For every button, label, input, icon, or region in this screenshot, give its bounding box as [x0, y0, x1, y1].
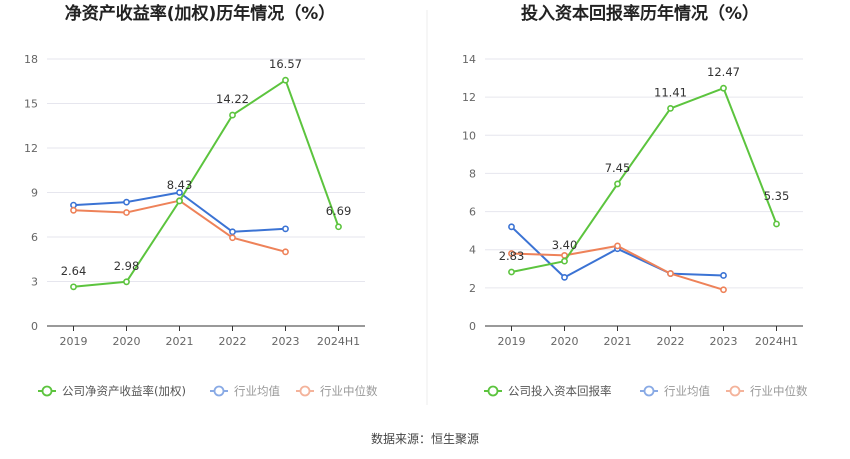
legend-label: 行业均值	[234, 384, 280, 398]
data-point	[70, 283, 77, 291]
x-tick-label: 2023	[710, 335, 738, 348]
data-point	[282, 225, 289, 233]
data-point	[123, 209, 130, 216]
data-point	[720, 84, 727, 92]
data-label: 2.83	[499, 249, 525, 263]
y-tick-label: 12	[24, 142, 38, 155]
data-label: 12.47	[707, 65, 740, 79]
y-tick-label: 15	[24, 98, 38, 111]
data-point	[282, 76, 289, 84]
data-point	[229, 111, 236, 119]
data-point	[282, 248, 289, 256]
x-tick-label: 2022	[657, 335, 685, 348]
x-tick-label: 2024H1	[317, 335, 360, 348]
legend-label: 公司净资产收益率(加权)	[62, 384, 186, 398]
legend-marker-icon	[299, 385, 311, 397]
y-tick-label: 14	[462, 53, 476, 66]
y-tick-label: 6	[31, 231, 38, 244]
y-tick-label: 6	[469, 206, 476, 219]
legend-marker-icon	[487, 385, 499, 397]
chart-title: 投入资本回报率历年情况（%）	[521, 3, 759, 24]
data-point	[720, 272, 727, 279]
x-tick-label: 2021	[166, 335, 194, 348]
data-point	[614, 242, 621, 250]
y-tick-label: 8	[469, 167, 476, 180]
legend-label: 行业中位数	[750, 384, 808, 398]
data-source-label: 数据来源：恒生聚源	[371, 431, 479, 446]
data-label: 8.43	[167, 178, 193, 192]
legend-label: 行业中位数	[320, 384, 378, 398]
x-tick-label: 2021	[604, 335, 632, 348]
legend-item[interactable]: 公司净资产收益率(加权)	[38, 384, 186, 398]
data-label: 14.22	[216, 92, 249, 106]
series-line	[511, 87, 778, 273]
data-point	[561, 273, 568, 281]
data-point	[508, 250, 515, 257]
legend-item[interactable]: 行业中位数	[726, 384, 808, 398]
data-label: 2.98	[114, 259, 140, 273]
legend-marker-icon	[41, 385, 53, 397]
data-point	[123, 198, 130, 206]
legend-item[interactable]: 行业中位数	[296, 384, 378, 398]
y-tick-label: 9	[31, 187, 38, 200]
y-tick-label: 2	[469, 282, 476, 295]
y-tick-label: 12	[462, 91, 476, 104]
data-point	[614, 180, 621, 188]
data-label: 16.57	[269, 57, 302, 71]
y-tick-label: 4	[469, 244, 476, 257]
x-tick-label: 2024H1	[755, 335, 798, 348]
data-point	[229, 228, 236, 236]
y-tick-label: 10	[462, 129, 476, 142]
data-label: 2.64	[61, 264, 87, 278]
legend-marker-icon	[213, 385, 225, 397]
data-point	[123, 278, 130, 286]
data-label: 5.35	[764, 189, 790, 203]
data-point	[176, 189, 183, 196]
legend-label: 行业均值	[664, 384, 710, 398]
data-point	[561, 257, 568, 265]
legend-item[interactable]: 行业均值	[210, 384, 280, 398]
legend-marker-icon	[643, 385, 655, 397]
x-tick-label: 2019	[498, 335, 526, 348]
data-point	[773, 220, 780, 228]
series-line	[73, 199, 286, 253]
data-point	[229, 234, 236, 242]
data-point	[508, 268, 515, 276]
data-point	[335, 223, 342, 231]
data-label: 3.40	[552, 238, 578, 252]
y-tick-label: 0	[469, 320, 476, 333]
legend-marker-icon	[729, 385, 741, 397]
x-tick-label: 2020	[551, 335, 579, 348]
x-tick-label: 2020	[113, 335, 141, 348]
legend-label: 公司投入资本回报率	[508, 384, 612, 398]
data-point	[667, 104, 674, 112]
legend-item[interactable]: 公司投入资本回报率	[484, 384, 612, 398]
data-label: 11.41	[654, 85, 687, 99]
data-point	[508, 223, 515, 231]
y-tick-label: 0	[31, 320, 38, 333]
roe-chart: 净资产收益率(加权)历年情况（%） 0 3 6 9 12 15 18 2019 2020 2021 2…	[24, 3, 378, 398]
chart-title: 净资产收益率(加权)历年情况（%）	[65, 3, 336, 24]
data-point	[667, 270, 674, 277]
data-label: 7.45	[605, 161, 631, 175]
data-point	[70, 206, 77, 214]
series-line	[73, 79, 340, 288]
data-point	[720, 286, 727, 294]
data-point	[176, 197, 183, 205]
data-label: 6.69	[326, 204, 352, 218]
y-tick-label: 18	[24, 53, 38, 66]
legend-item[interactable]: 行业均值	[640, 384, 710, 398]
x-tick-label: 2023	[272, 335, 300, 348]
x-tick-label: 2019	[60, 335, 88, 348]
x-tick-label: 2022	[219, 335, 247, 348]
y-tick-label: 3	[31, 276, 38, 289]
roic-chart: 投入资本回报率历年情况（%） 0 2 4 6 8 10 12 14 2019 2020 2021 202…	[462, 3, 808, 398]
series-line	[511, 244, 724, 291]
